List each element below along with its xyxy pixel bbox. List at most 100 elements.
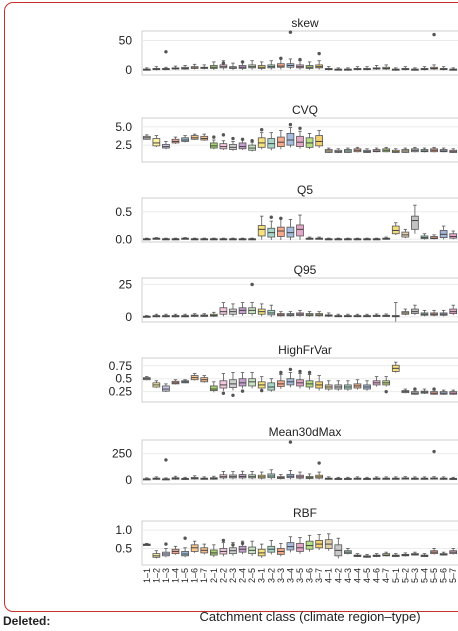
box-3–5: [296, 135, 304, 147]
x-tick-label: 1–6: [190, 568, 200, 583]
box-3–5: [296, 224, 304, 237]
y-tick-label: 25: [119, 277, 133, 291]
x-tick-label: 3–5: [295, 568, 305, 583]
panel-title: HighFrVar: [278, 343, 332, 357]
box-3–4: [286, 226, 295, 238]
x-tick-label: 5–2: [400, 568, 410, 583]
outlier-point: [317, 51, 321, 56]
outlier-point: [269, 215, 273, 219]
y-tick-label: 1.0: [115, 523, 132, 537]
x-tick-label: 4–3: [343, 568, 353, 583]
y-tick-label: 0.25: [109, 385, 133, 399]
y-tick-label: 0: [125, 63, 132, 77]
box-3–3: [277, 63, 285, 68]
y-tick-label: 0.0: [115, 232, 132, 246]
outlier-point: [231, 393, 235, 397]
panel-frame-Q95: [141, 277, 458, 323]
y-tick-label: 0: [125, 473, 132, 487]
outlier-point: [317, 461, 321, 465]
outlier-point: [240, 137, 245, 141]
outlier-point: [432, 32, 436, 37]
x-tick-label: 4–2: [333, 568, 343, 583]
outlier-point: [164, 458, 168, 462]
outlier-point: [298, 126, 302, 130]
x-tick-label: 1–1: [142, 568, 152, 583]
x-tick-label: 5–6: [439, 568, 449, 583]
outlier-point: [164, 50, 168, 54]
panel-title: RBF: [293, 506, 317, 520]
box-2–1: [209, 385, 218, 392]
x-tick-label: 5–4: [419, 568, 429, 583]
outlier-point: [279, 216, 283, 221]
y-tick-label: 0.5: [115, 372, 132, 386]
outlier-point: [384, 389, 388, 394]
outlier-point: [298, 57, 302, 62]
panel-frame-RBF: [141, 520, 458, 566]
x-tick-label: 1–3: [161, 568, 171, 583]
outlier-point: [221, 538, 226, 543]
outlier-point: [288, 440, 293, 444]
panel-title: Q5: [297, 183, 313, 197]
outlier-point: [221, 61, 226, 65]
box-3–1: [257, 225, 266, 237]
x-tick-label: 4–6: [372, 568, 382, 583]
box-3–4: [286, 132, 295, 146]
y-tick-label: 0.5: [115, 205, 132, 219]
x-tick-label: 3–7: [314, 568, 324, 583]
outlier-point: [183, 536, 187, 540]
x-tick-label: 3–4: [285, 568, 295, 583]
x-tick-label: 4–7: [381, 568, 391, 583]
tracked-change-border: [4, 2, 458, 612]
box-1–2: [152, 138, 161, 147]
box-3–7: [315, 135, 323, 147]
outlier-point: [432, 449, 436, 454]
x-tick-label: 2–2: [218, 568, 228, 583]
x-tick-label: 3–6: [305, 568, 315, 583]
panel-title: CVQ: [292, 103, 318, 117]
outlier-point: [250, 282, 254, 287]
panel-frame-HighFrVar: [141, 357, 458, 403]
box-2–4: [238, 378, 247, 387]
outlier-point: [279, 370, 283, 375]
outlier-point: [240, 541, 245, 546]
x-tick-label: 1–5: [180, 568, 190, 583]
x-tick-label: 5–5: [429, 568, 439, 583]
outlier-point: [413, 387, 417, 391]
x-tick-label: 1–2: [151, 568, 161, 583]
x-tick-label: 1–4: [171, 568, 181, 583]
box-5–7: [449, 233, 458, 239]
y-tick-label: 0: [125, 310, 132, 324]
x-tick-label: 3–1: [257, 568, 267, 583]
deleted-label: Deleted:: [3, 614, 51, 628]
outlier-point: [288, 30, 293, 34]
outlier-point: [432, 387, 436, 391]
x-tick-label: 4–5: [362, 568, 372, 583]
outlier-point: [164, 542, 168, 546]
panel-title: skew: [291, 16, 319, 30]
x-axis-label: Catchment class (climate region–type): [199, 609, 420, 624]
box-3–3: [277, 226, 285, 237]
outlier-point: [288, 122, 293, 127]
box-5–1: [391, 225, 400, 235]
x-tick-label: 4–4: [352, 568, 362, 583]
outlier-point: [231, 136, 235, 141]
x-tick-label: 4–1: [324, 568, 334, 583]
box-5–5: [430, 236, 438, 240]
outlier-point: [212, 135, 216, 139]
outlier-point: [307, 370, 312, 375]
x-tick-label: 3–2: [266, 568, 276, 583]
y-tick-label: 0.5: [115, 542, 132, 556]
y-tick-label: 5.0: [115, 120, 132, 134]
y-tick-label: 250: [112, 447, 132, 461]
x-tick-label: 3–3: [276, 568, 286, 583]
outlier-point: [288, 367, 293, 372]
outlier-point: [231, 543, 235, 547]
y-tick-label: 50: [119, 34, 133, 48]
outlier-point: [250, 139, 254, 143]
panel-title: Q95: [294, 263, 317, 277]
y-tick-label: 0.75: [109, 359, 133, 373]
panel-frame-Mean30dMax: [141, 439, 458, 485]
outlier-point: [240, 389, 245, 393]
box-1–3: [162, 385, 170, 392]
